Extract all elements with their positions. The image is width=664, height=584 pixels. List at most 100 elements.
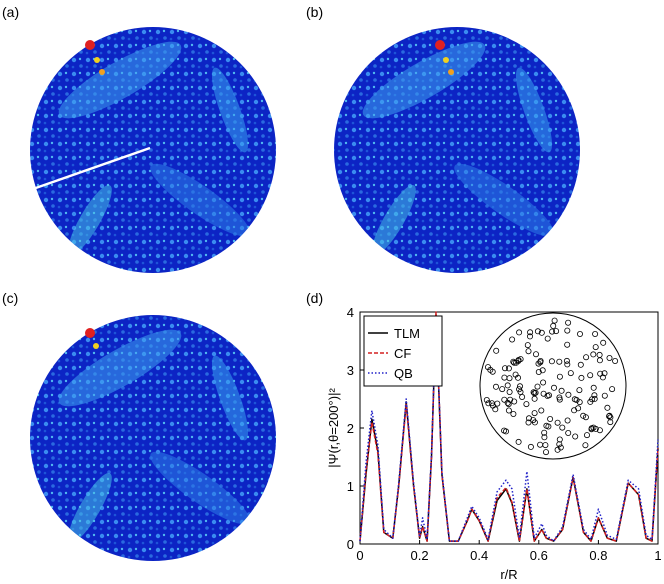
y-tick-label: 1 <box>347 479 354 494</box>
scatterer-circle <box>592 330 599 337</box>
scatterer-circle <box>565 429 572 436</box>
scatterer-circle <box>576 399 583 406</box>
hotspot <box>85 40 95 50</box>
disk-c <box>30 315 276 561</box>
scatterer-circle <box>550 322 557 329</box>
scatterer-circle <box>489 402 496 409</box>
scatterer-circle <box>511 398 518 405</box>
scatterer-circle <box>612 357 619 364</box>
scatterer-circle <box>584 432 591 439</box>
scatterer-circle <box>565 391 572 398</box>
scatterer-circle <box>564 327 571 334</box>
scatterer-circle <box>576 387 583 394</box>
scatterer-circle <box>587 372 594 379</box>
x-tick-label: 0.2 <box>411 548 429 563</box>
scatterer-circle <box>582 442 589 449</box>
panel-label-d: (d) <box>306 290 324 306</box>
scatterer-circle <box>517 383 524 390</box>
inset-scatterer-diagram <box>479 312 627 460</box>
scatterer-circle <box>543 449 550 456</box>
y-tick-label: 3 <box>347 363 354 378</box>
scatterer-circle <box>551 384 558 391</box>
legend-label-tlm: TLM <box>394 326 420 341</box>
scatterer-circle <box>556 358 563 365</box>
scatterer-circle <box>525 348 532 355</box>
scatterer-circle <box>564 417 571 424</box>
scatterer-circle <box>538 407 545 414</box>
scatterer-circle <box>515 374 522 381</box>
scatterer-circle <box>539 367 546 374</box>
x-tick-label: 0 <box>356 548 363 563</box>
scatterer-circle <box>606 354 613 361</box>
scatterer-circle <box>609 386 616 393</box>
scatterer-circle <box>571 396 578 403</box>
series-line-qb <box>359 314 659 542</box>
scatterer-circle <box>557 444 564 451</box>
scatterer-circle <box>592 344 599 351</box>
scatterer-circle <box>601 370 608 377</box>
scatterer-circle <box>577 361 584 368</box>
scatterer-circle <box>501 374 508 381</box>
scatterer-circle <box>515 438 522 445</box>
x-tick-label: 0.8 <box>589 548 607 563</box>
scatterer-circle <box>572 433 579 440</box>
scatterer-circle <box>505 401 512 408</box>
scatterer-circle <box>556 436 563 443</box>
scatterer-circle <box>591 392 598 399</box>
chart-d: 0 0.2 0.4 0.6 0.8 1 0 1 2 3 4 TLM CF QB r/R |Ψ(r,θ… <box>326 305 662 582</box>
scatterer-circle <box>580 412 587 419</box>
scatterer-circle <box>556 373 563 380</box>
scatterer-circle <box>527 329 534 336</box>
x-tick-label: 1 <box>654 548 661 563</box>
scatterer-circle <box>564 361 571 368</box>
scatterer-circle <box>540 390 547 397</box>
panel-label-c: (c) <box>2 290 19 306</box>
scatterer-circle <box>601 392 608 399</box>
scatterer-circle <box>571 407 578 414</box>
legend-label-qb: QB <box>394 366 413 381</box>
scatterer-circle <box>559 424 566 431</box>
scatterer-circle <box>538 329 545 336</box>
scatterer-circle <box>483 396 490 403</box>
scatterer-circle <box>607 419 614 426</box>
legend: TLM CF QB <box>363 315 443 387</box>
scatterer-circle <box>553 328 560 335</box>
scatterer-circle <box>504 382 511 389</box>
legend-label-cf: CF <box>394 346 411 361</box>
scatterer-circle <box>509 336 516 343</box>
scatterer-circle <box>534 328 541 335</box>
scatterer-circle <box>510 410 517 417</box>
scatterer-circle <box>577 330 584 337</box>
series-line-cf <box>359 311 659 542</box>
scatterer-circle <box>501 396 508 403</box>
scatterer-circle <box>523 401 530 408</box>
scatterer-circle <box>600 339 607 346</box>
scatterer-circle <box>558 387 565 394</box>
scatterer-circle <box>590 351 597 358</box>
scatterer-circle <box>583 354 590 361</box>
scatterer-circle <box>541 434 548 441</box>
scatterer-circle <box>540 379 547 386</box>
scatterer-circle <box>517 356 524 363</box>
scatterer-circle <box>537 357 544 364</box>
scatterer-circle <box>484 364 491 371</box>
scatterer-circle <box>493 347 500 354</box>
scatterer-circle <box>591 395 598 402</box>
y-tick-label: 2 <box>347 421 354 436</box>
disk-b <box>334 27 580 273</box>
x-axis-label: r/R <box>500 567 517 582</box>
y-tick-label: 0 <box>347 537 354 552</box>
scatterer-circle <box>556 441 563 448</box>
scatterer-circle <box>551 317 558 324</box>
scatterer-circle <box>590 384 597 391</box>
series <box>359 311 659 542</box>
panel-label-a: (a) <box>2 4 20 20</box>
scatterer-circle <box>567 370 574 377</box>
cut-line <box>29 146 151 192</box>
scatterer-circle <box>535 368 542 375</box>
y-axis-label: |Ψ(r,θ=200°)|² <box>326 388 341 468</box>
scatterer-circle <box>516 386 523 393</box>
scatterer-circle <box>502 428 509 435</box>
scatterer-circle <box>564 341 571 348</box>
scatterer-circle <box>530 417 537 424</box>
